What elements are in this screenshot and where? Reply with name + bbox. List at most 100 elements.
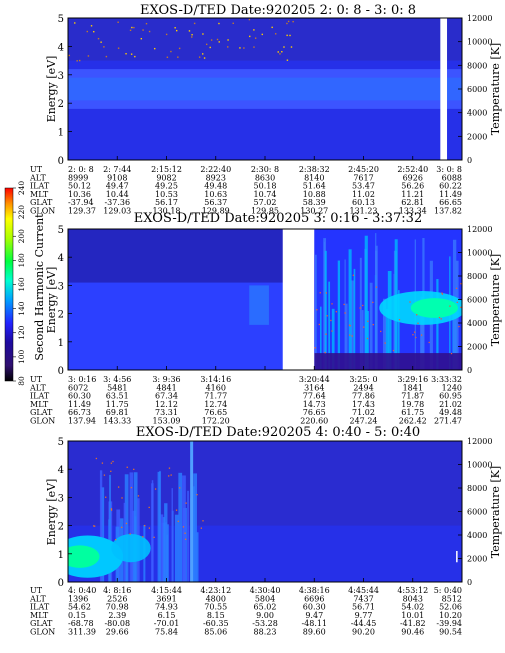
burst-stripe [361, 310, 364, 370]
ephemeris-row-label: GLON [30, 417, 55, 426]
ephemeris-value: 4841 [156, 383, 176, 392]
ephemeris-value: 60.22 [439, 182, 462, 191]
noise-dot [178, 47, 181, 50]
ephemeris-value: 10.63 [204, 190, 227, 199]
ephemeris-value: 6088 [442, 173, 462, 182]
ephemeris-value: 19.78 [401, 400, 424, 409]
noise-dot [133, 26, 135, 29]
burst-stripe [315, 254, 317, 370]
noise-dot [417, 322, 419, 324]
noise-dot [249, 35, 251, 38]
ephemeris-value: 8999 [68, 173, 88, 182]
ephemeris-value: 8.15 [207, 611, 225, 620]
noise-dot [130, 53, 133, 55]
y2-tick-label: 10000 [467, 461, 492, 470]
ephemeris-value: 130.18 [153, 207, 181, 216]
ephemeris-value: 10.53 [155, 190, 178, 199]
spectrogram-band [68, 77, 462, 101]
y-tick-label: 3 [58, 493, 64, 504]
noise-dot [210, 39, 213, 41]
ephemeris-value: 21.02 [439, 400, 462, 409]
panel-1-title: EXOS-D/TED Date:920205 2: 0: 8 - 3: 0: 8 [140, 3, 416, 18]
ephemeris-value: 2:15:12 [151, 165, 182, 174]
noise-dot [281, 51, 283, 53]
noise-dot [126, 466, 128, 468]
noise-dot [93, 30, 95, 33]
noise-dot [110, 508, 113, 510]
ephemeris-value: 6696 [304, 594, 324, 603]
noise-dot [409, 301, 411, 303]
noise-dot [174, 27, 176, 29]
noise-dot [359, 307, 361, 309]
y-tick-label: 0 [58, 156, 64, 167]
ephemeris-value: 76.65 [204, 408, 227, 417]
ephemeris-row-label: GLAT [30, 619, 53, 628]
burst-stripe [359, 257, 362, 370]
y-tick-label: 5 [58, 14, 64, 25]
ephemeris-value: -39.94 [436, 619, 462, 628]
noise-dot [326, 315, 328, 317]
ephemeris-value: 9.47 [305, 611, 323, 620]
noise-dot [460, 306, 462, 309]
noise-dot [170, 50, 172, 53]
burst-stripe [382, 298, 386, 370]
y-tick-label: 3 [58, 281, 64, 292]
spectrogram-band [68, 282, 285, 370]
ephemeris-value: 4:30:40 [250, 586, 281, 595]
ephemeris-value: 90.46 [401, 628, 424, 637]
ephemeris-value: 2: 7:44 [103, 165, 131, 174]
noise-dot [101, 462, 104, 464]
y2-tick-label: 10000 [467, 249, 492, 258]
noise-dot [455, 287, 458, 290]
noise-dot [344, 312, 346, 314]
y-tick-label: 4 [58, 465, 64, 476]
ephemeris-value: -37.36 [104, 198, 130, 207]
burst-stripe [133, 472, 138, 582]
burst-stripe [364, 235, 368, 370]
ephemeris-value: 69.81 [106, 408, 129, 417]
noise-dot [202, 53, 204, 55]
ephemeris-value: 5804 [255, 594, 275, 603]
y2-tick-label: 0 [467, 366, 472, 375]
noise-dot [416, 314, 418, 316]
ephemeris-value: 29.66 [106, 628, 129, 637]
ephemeris-value: 90.20 [352, 628, 375, 637]
ephemeris-value: 133.34 [399, 207, 427, 216]
burst-stripe [320, 306, 322, 370]
noise-dot [176, 29, 178, 32]
ephemeris-row-label: ILAT [30, 182, 50, 191]
noise-dot [86, 30, 88, 33]
noise-dot [125, 53, 127, 55]
burst-stripe [161, 522, 166, 582]
noise-dot [105, 55, 108, 58]
y2-tick-label: 12000 [467, 225, 492, 234]
ephemeris-value: 50.18 [254, 182, 277, 191]
noise-dot [218, 41, 220, 43]
ephemeris-value: 66.65 [439, 198, 462, 207]
noise-dot [202, 33, 204, 35]
ephemeris-value: 11.49 [68, 400, 91, 409]
noise-dot [318, 323, 320, 326]
burst-stripe [100, 487, 105, 582]
ephemeris-value: 2: 0: 8 [68, 165, 94, 174]
noise-dot [380, 330, 382, 333]
ephemeris-value: 4: 0:40 [68, 586, 96, 595]
ephemeris-value: 58.39 [303, 198, 326, 207]
noise-dot [110, 509, 113, 511]
y-tick-label: 1 [58, 338, 64, 349]
y-tick-label: 2 [58, 310, 64, 321]
noise-dot [177, 56, 179, 58]
ephemeris-value: 2:45:20 [348, 165, 379, 174]
ephemeris-row-label: ALT [29, 594, 46, 603]
y-tick-label: 1 [58, 128, 64, 139]
ephemeris-value: 60.30 [303, 603, 326, 612]
noise-dot [279, 53, 281, 55]
noise-dot [100, 41, 102, 43]
noise-dot [367, 320, 369, 322]
noise-dot [392, 349, 395, 352]
noise-dot [93, 525, 95, 527]
ephemeris-value: 56.26 [401, 182, 424, 191]
noise-dot [76, 60, 78, 62]
ephemeris-value: 67.34 [155, 392, 178, 401]
ephemeris-row-label: GLAT [30, 198, 53, 207]
